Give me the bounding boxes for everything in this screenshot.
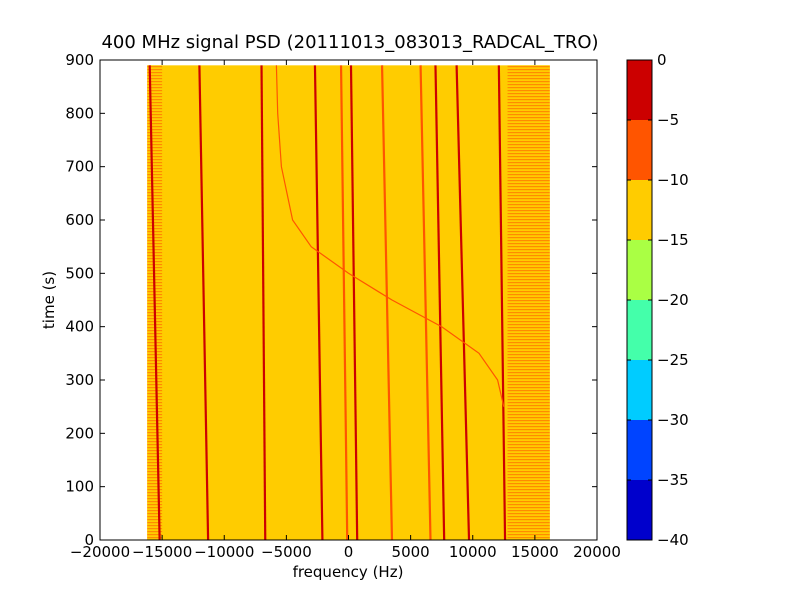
y-tick-label: 500 (65, 264, 94, 282)
x-tick-label: −20000 (70, 543, 130, 561)
band-edge-right (507, 65, 550, 540)
tone-track-0 (148, 65, 161, 540)
colorbar: 0 −5 −10 −15 −20 −25 −30 −35 −40 (626, 51, 689, 549)
tone-track-7 (419, 65, 432, 540)
heatmap-group (147, 65, 550, 540)
x-tick-label: 20000 (573, 543, 621, 561)
colorbar-tick-label: −30 (657, 411, 689, 429)
tone-track-8 (434, 65, 446, 540)
colorbar-band-5 (627, 180, 652, 240)
colorbar-band-2 (627, 360, 652, 420)
colorbar-tick-label: −5 (657, 111, 679, 129)
chart-title: 400 MHz signal PSD (20111013_083013_RADC… (101, 32, 598, 53)
sweep-curve (275, 65, 505, 407)
x-tick-label: 10000 (449, 543, 497, 561)
y-axis-label: time (s) (40, 271, 58, 329)
colorbar-tick-label: −25 (657, 351, 689, 369)
x-tick-label: −10000 (194, 543, 254, 561)
x-tick-label: −15000 (132, 543, 192, 561)
y-tick-label: 200 (65, 424, 94, 442)
plot-area (147, 65, 550, 540)
colorbar-band-3 (627, 300, 652, 360)
axes: −20000 −15000 −10000 −5000 0 5000 10000 15000 20… (65, 51, 621, 561)
y-tick-label: 800 (65, 104, 94, 122)
y-tick-label: 700 (65, 158, 94, 176)
y-tick-label: 300 (65, 371, 94, 389)
y-tick-label: 400 (65, 318, 94, 336)
tone-track-9 (455, 65, 471, 540)
y-tick-label: 900 (65, 51, 94, 69)
colorbar-tick-label: −15 (657, 231, 689, 249)
colorbar-tick-label: −40 (657, 531, 689, 549)
x-tick-label: 0 (344, 543, 354, 561)
x-tick-label: 15000 (511, 543, 559, 561)
x-tick-label: 5000 (392, 543, 430, 561)
colorbar-band-7 (627, 60, 652, 120)
colorbar-band-6 (627, 120, 652, 180)
tone-track-6 (380, 65, 394, 540)
tone-track-4 (339, 65, 349, 540)
tone-track-1 (198, 65, 210, 540)
colorbar-tick-label: −10 (657, 171, 689, 189)
y-tick-label: 0 (84, 531, 94, 549)
tone-track-10 (497, 65, 507, 540)
colorbar-band-4 (627, 240, 652, 300)
y-tick-label: 600 (65, 211, 94, 229)
colorbar-band-0 (627, 480, 652, 540)
colorbar-tick-label: −20 (657, 291, 689, 309)
tone-track-5 (349, 65, 359, 540)
y-tick-label: 100 (65, 478, 94, 496)
psd-background (147, 65, 550, 540)
x-tick-label: −5000 (261, 543, 312, 561)
colorbar-band-1 (627, 420, 652, 480)
tone-track-3 (313, 65, 324, 540)
tone-track-2 (260, 65, 267, 540)
colorbar-tick-label: −35 (657, 471, 689, 489)
colorbar-tick-label: 0 (657, 51, 667, 69)
x-axis-label: frequency (Hz) (293, 563, 404, 581)
